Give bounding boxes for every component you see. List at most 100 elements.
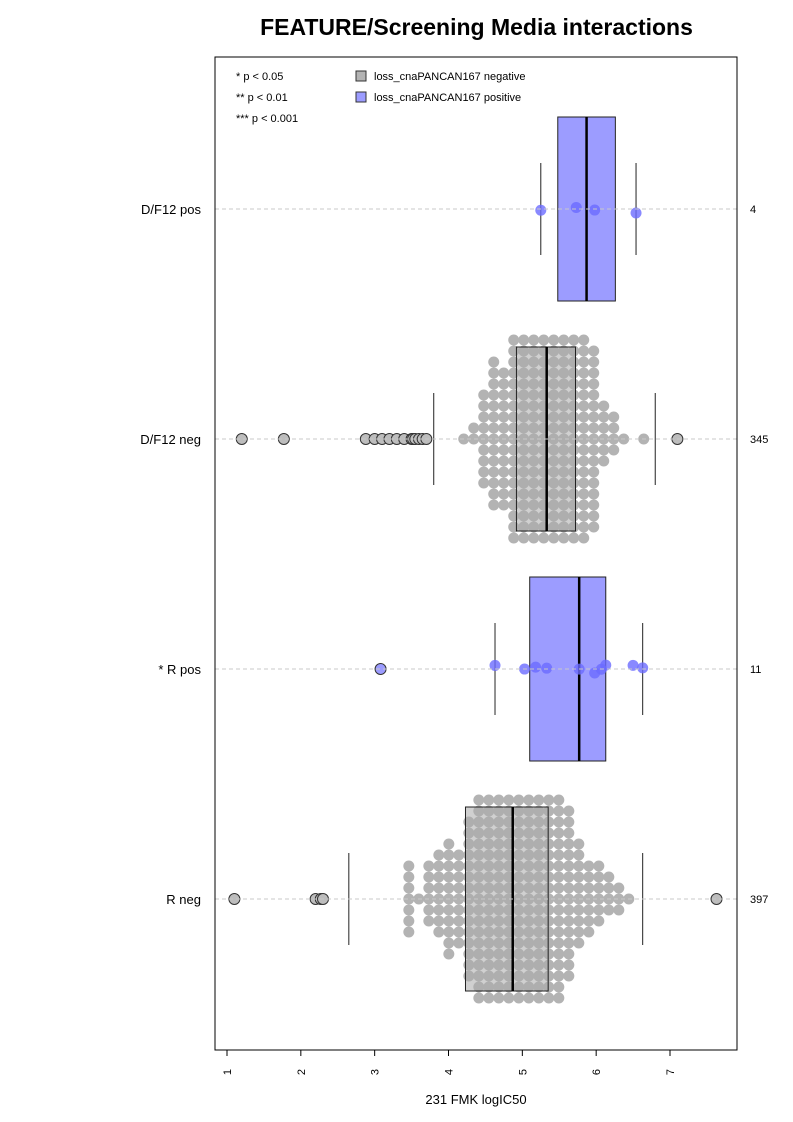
swarm-point: [488, 444, 500, 456]
swarm-point: [553, 860, 565, 872]
group-count: 345: [750, 434, 768, 446]
swarm-point: [503, 992, 515, 1004]
swarm-point: [563, 948, 575, 960]
swarm-point: [588, 444, 600, 456]
swarm-point: [403, 926, 415, 938]
swarm-point: [588, 422, 600, 434]
swarm-point: [588, 510, 600, 522]
swarm-point: [498, 411, 510, 423]
swarm-point: [563, 827, 575, 839]
swarm-point: [478, 422, 490, 434]
x-tick-label: 6: [591, 1069, 603, 1075]
swarm-point: [563, 816, 575, 828]
swarm-point: [588, 521, 600, 533]
swarm-point: [588, 345, 600, 357]
swarm-point: [598, 455, 610, 467]
swarm-point: [578, 389, 590, 401]
swarm-point: [488, 378, 500, 390]
swarm-point: [488, 356, 500, 368]
swarm-point: [588, 356, 600, 368]
swarm-point: [478, 400, 490, 412]
swarm-point: [563, 937, 575, 949]
swarm-point: [488, 367, 500, 379]
swarm-point: [488, 499, 500, 511]
swarm-point: [443, 860, 455, 872]
swarm-point: [498, 499, 510, 511]
swarm-point: [443, 948, 455, 960]
swarm-point: [578, 411, 590, 423]
swarm-point: [593, 871, 605, 883]
swarm-point: [578, 378, 590, 390]
swarm-point: [553, 904, 565, 916]
swarm-point: [488, 455, 500, 467]
swarm-point: [498, 378, 510, 390]
swarm-point: [478, 411, 490, 423]
swarm-point: [578, 466, 590, 478]
x-tick-label: 2: [296, 1069, 308, 1075]
swarm-point: [563, 849, 575, 861]
swarm-point: [553, 794, 565, 806]
swarm-point: [453, 893, 465, 905]
swarm-point: [588, 499, 600, 511]
swarm-point: [573, 849, 585, 861]
swarm-point: [593, 860, 605, 872]
swarm-point: [563, 882, 575, 894]
swarm-point: [523, 794, 535, 806]
point-layer: [228, 201, 723, 905]
swarm-point: [538, 334, 550, 346]
swarm-point: [423, 915, 435, 927]
swarm-point: [488, 488, 500, 500]
data-point: [630, 207, 642, 219]
swarm-point: [588, 367, 600, 379]
swarm-point: [533, 794, 545, 806]
data-point: [600, 659, 612, 671]
swarm-point: [553, 970, 565, 982]
swarm-point: [563, 959, 575, 971]
swarm-point: [613, 904, 625, 916]
swarm-point: [568, 334, 580, 346]
swarm-point: [588, 378, 600, 390]
swarm-point: [578, 367, 590, 379]
swarm-point: [488, 422, 500, 434]
swarm-point: [578, 433, 590, 445]
swarm-point: [453, 871, 465, 883]
swarm-point: [553, 981, 565, 993]
swarm-point: [533, 992, 545, 1004]
swarm-point: [403, 871, 415, 883]
swarm-point: [553, 882, 565, 894]
swarm-point: [578, 345, 590, 357]
x-axis-label: 231 FMK logIC50: [425, 1092, 527, 1107]
swarm-point: [553, 959, 565, 971]
swarm-point: [553, 849, 565, 861]
swarm-point: [553, 926, 565, 938]
swarm-point: [403, 915, 415, 927]
swarm-point: [423, 860, 435, 872]
swarm-point: [523, 992, 535, 1004]
swarm-point: [403, 893, 415, 905]
swarm-point: [423, 871, 435, 883]
swarm-point: [498, 400, 510, 412]
swarm-point: [473, 794, 485, 806]
x-tick-label: 3: [370, 1069, 382, 1075]
swarm-point: [578, 532, 590, 544]
swarm-point: [468, 422, 480, 434]
swarm-point: [538, 532, 550, 544]
x-tick-label: 4: [444, 1069, 456, 1075]
swarm-point: [573, 871, 585, 883]
swarm-point: [443, 882, 455, 894]
swarm-point: [453, 915, 465, 927]
swarm-point: [483, 992, 495, 1004]
swarm-point: [588, 389, 600, 401]
swarm-point: [433, 904, 445, 916]
swarm-point: [433, 882, 445, 894]
swarm-point: [553, 805, 565, 817]
swarm-point: [563, 860, 575, 872]
legend-label: loss_cnaPANCAN167 positive: [374, 92, 521, 104]
swarm-point: [558, 532, 570, 544]
swarm-point: [563, 970, 575, 982]
swarm-point: [453, 926, 465, 938]
swarm-point: [563, 871, 575, 883]
swarm-point: [588, 488, 600, 500]
box: [464, 806, 549, 992]
